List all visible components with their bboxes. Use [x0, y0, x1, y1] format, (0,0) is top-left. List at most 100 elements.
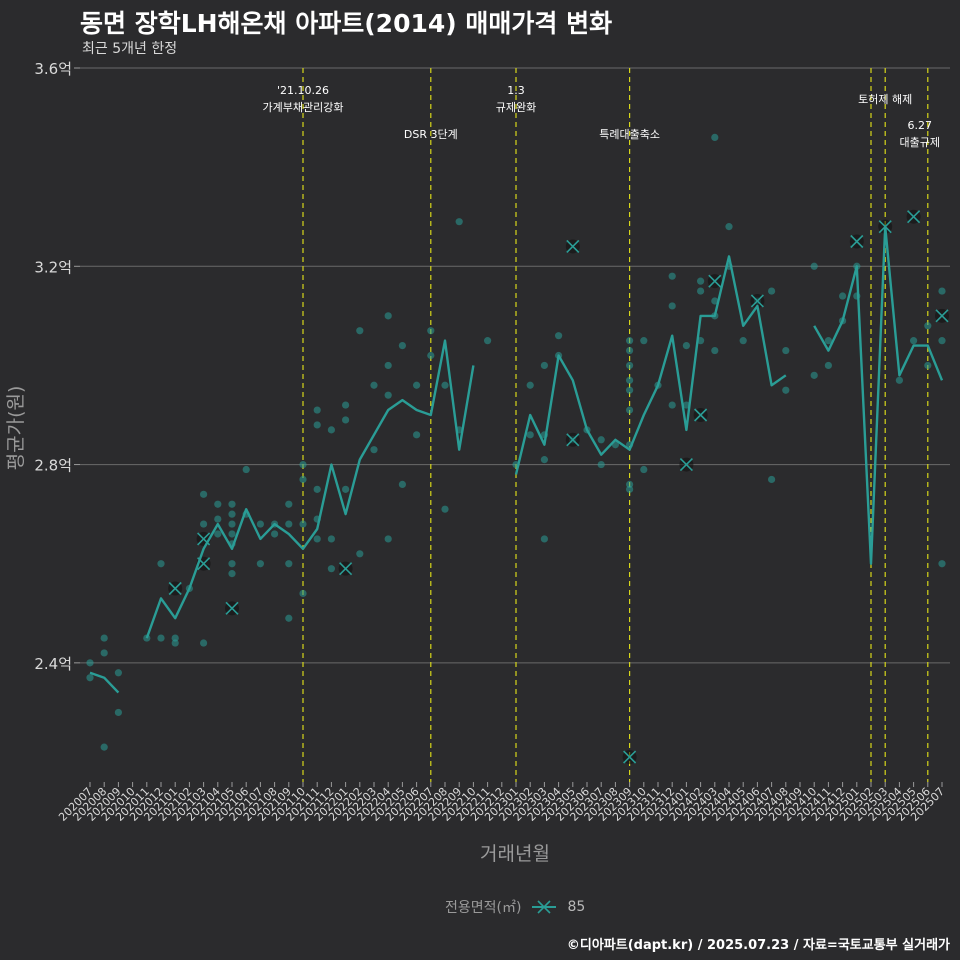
data-point	[214, 530, 222, 538]
data-point	[327, 426, 335, 434]
data-point	[824, 361, 833, 370]
data-point	[810, 371, 818, 379]
data-point	[697, 287, 705, 295]
chart-title: 동면 장학LH해온채 아파트(2014) 매매가격 변화	[80, 9, 613, 38]
event-label: 토허제 해제	[858, 92, 912, 106]
x-marker	[168, 581, 182, 596]
y-tick-label: 3.2억	[34, 258, 72, 276]
data-point	[100, 649, 108, 657]
data-point	[86, 674, 94, 682]
data-point	[626, 337, 634, 345]
data-point	[228, 570, 236, 578]
data-point	[668, 272, 676, 280]
data-point	[711, 297, 719, 305]
data-point	[256, 560, 264, 568]
data-point	[299, 589, 307, 598]
legend: 전용면적(㎡) 85	[445, 897, 585, 917]
legend-series-label: 85	[567, 899, 586, 915]
data-point	[441, 505, 449, 513]
data-point	[924, 322, 932, 330]
x-marker	[708, 274, 722, 288]
data-point	[427, 327, 435, 335]
event-label: '21.10.26	[277, 84, 329, 97]
x-marker	[935, 309, 949, 323]
data-point	[526, 381, 534, 389]
y-axis-title: 평균가(원)	[5, 386, 27, 471]
data-point	[910, 337, 918, 345]
data-point	[682, 342, 691, 350]
event-label: 규제완화	[496, 101, 536, 114]
event-label: 6.27	[908, 119, 933, 132]
data-point	[739, 337, 747, 345]
data-point	[455, 218, 463, 226]
data-point	[157, 560, 165, 568]
x-marker	[907, 210, 921, 224]
data-point	[782, 386, 790, 394]
data-point	[342, 401, 350, 409]
data-point	[86, 659, 94, 667]
data-point	[540, 361, 549, 370]
data-point	[356, 550, 364, 558]
data-point	[626, 361, 634, 370]
data-point	[171, 639, 179, 647]
data-point	[626, 480, 634, 488]
data-point	[271, 530, 279, 538]
data-point	[697, 277, 705, 285]
data-point	[711, 346, 719, 355]
data-point	[626, 406, 634, 414]
data-point	[313, 535, 321, 543]
x-marker	[566, 433, 580, 447]
data-point	[626, 376, 634, 384]
data-point	[114, 669, 122, 677]
data-point	[285, 500, 293, 508]
legend-key-icon	[532, 900, 557, 914]
data-point	[398, 480, 406, 488]
data-point	[200, 490, 208, 498]
y-tick-label: 2.8억	[34, 457, 72, 475]
data-point	[413, 431, 421, 439]
data-point	[626, 346, 634, 355]
data-point	[100, 634, 108, 642]
data-point	[782, 346, 790, 355]
data-point	[597, 436, 605, 444]
data-point	[157, 634, 165, 642]
x-marker	[850, 234, 864, 249]
data-point	[824, 337, 833, 345]
chart-subtitle: 최근 5개년 한정	[82, 41, 178, 57]
data-point	[555, 332, 563, 340]
data-point	[895, 376, 904, 384]
data-point	[242, 465, 250, 474]
data-point	[200, 520, 208, 528]
data-point	[228, 560, 236, 568]
data-point	[384, 312, 392, 320]
data-point	[342, 416, 350, 424]
data-point	[597, 460, 605, 469]
data-point	[356, 327, 364, 335]
data-point	[810, 262, 818, 270]
x-marker	[623, 750, 637, 764]
data-point	[626, 485, 634, 493]
data-point	[228, 510, 236, 518]
data-point	[626, 386, 634, 394]
source-caption: ©디아파트(dapt.kr) / 2025.07.23 / 자료=국토교통부 실…	[566, 938, 950, 953]
data-point	[441, 381, 449, 389]
data-point	[313, 485, 321, 493]
data-point	[938, 287, 946, 295]
data-point	[924, 361, 932, 370]
data-point	[938, 560, 946, 568]
data-point	[313, 406, 321, 414]
y-tick-label: 3.6억	[34, 60, 72, 78]
x-marker	[566, 239, 580, 254]
data-point	[285, 560, 293, 568]
data-point	[484, 337, 492, 345]
data-point	[114, 708, 122, 717]
y-tick-label: 2.4억	[34, 655, 72, 673]
x-marker	[694, 408, 708, 422]
data-point	[327, 565, 335, 573]
data-point	[540, 535, 549, 543]
data-point	[384, 535, 392, 543]
data-point	[427, 351, 435, 360]
series-line	[89, 225, 944, 694]
data-point	[668, 302, 676, 310]
data-point	[384, 361, 392, 370]
